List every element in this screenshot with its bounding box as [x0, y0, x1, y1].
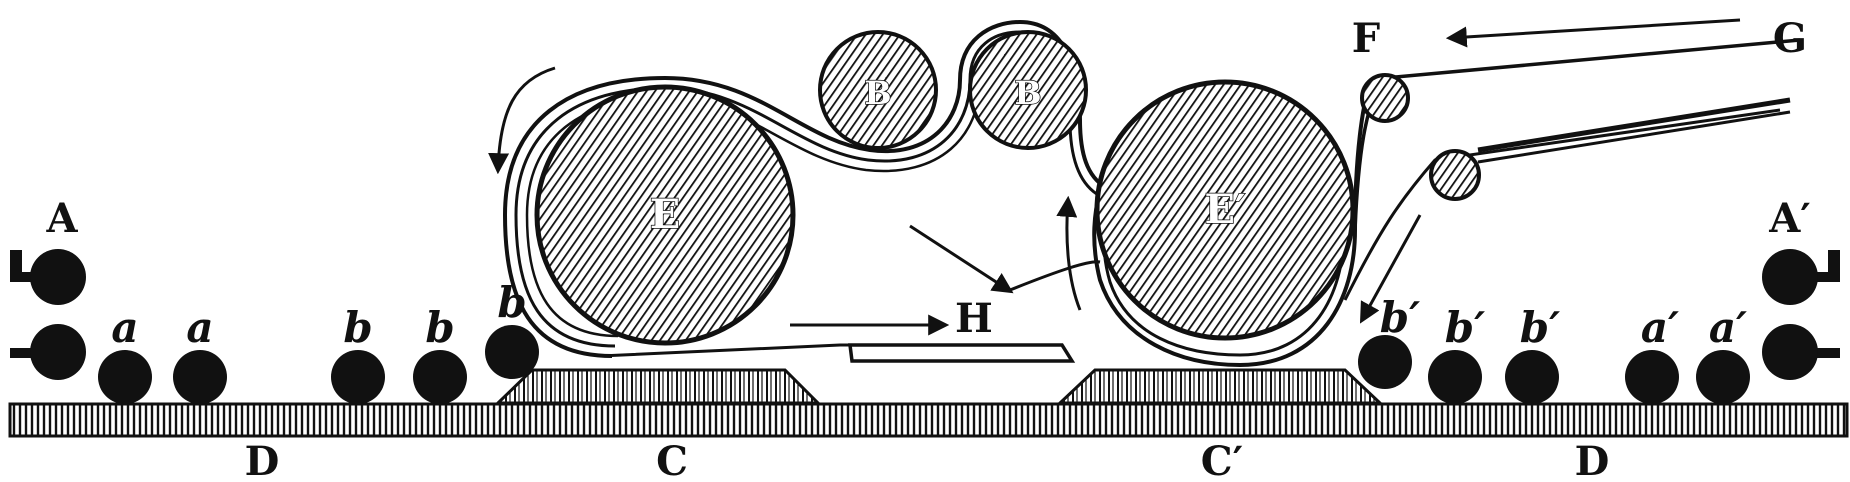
- arrow-up-right-roll: [1056, 195, 1082, 311]
- label-a-prime-small-1: a′: [1641, 303, 1679, 352]
- label-e: E: [650, 191, 681, 238]
- base-rail: [8, 402, 1849, 438]
- stand-a-prime: [1762, 249, 1840, 380]
- label-a-prime: A′: [1768, 195, 1811, 242]
- guide-plates: [1477, 97, 1791, 164]
- label-f: F: [1352, 15, 1380, 62]
- rollers-a-prime: [1625, 350, 1750, 404]
- label-d-left: D: [245, 438, 280, 482]
- arrow-up-right: [1009, 260, 1101, 292]
- label-a: A: [45, 195, 78, 242]
- roll-b-left: B: [818, 30, 938, 150]
- label-a-small-1: a: [111, 303, 138, 352]
- rollers-b: [331, 325, 539, 404]
- label-b-small-2: b: [425, 303, 454, 352]
- roll-e-prime: E′: [1094, 79, 1356, 341]
- arrow-left-roll: [488, 66, 556, 175]
- arrow-down-left: [1359, 214, 1422, 324]
- label-h: H: [955, 295, 993, 342]
- press-pad-c-prime: [1056, 368, 1384, 405]
- roll-e: E: [534, 84, 796, 346]
- label-b-small-3: b: [497, 278, 526, 327]
- label-b-roll-left: B: [864, 74, 891, 112]
- plate-h: [848, 343, 1076, 363]
- roller-f: [1360, 73, 1410, 123]
- rollers-b-prime: [1358, 335, 1559, 404]
- rollers-a: [98, 350, 227, 404]
- label-c: C: [656, 438, 688, 482]
- label-a-prime-small-2: a′: [1709, 303, 1747, 352]
- label-c-prime: C′: [1201, 438, 1243, 482]
- label-d-right: D: [1575, 438, 1610, 482]
- label-b-prime-2: b′: [1445, 303, 1485, 352]
- label-b-prime-1: b′: [1380, 293, 1420, 342]
- roller-small: [1429, 149, 1481, 201]
- label-b-small-1: b: [343, 303, 372, 352]
- label-a-small-2: a: [186, 303, 213, 352]
- stand-a: [10, 249, 86, 380]
- label-e-prime: E′: [1204, 186, 1245, 233]
- label-b-roll-right: B: [1014, 74, 1041, 112]
- label-b-prime-3: b′: [1520, 303, 1560, 352]
- press-pad-c: [494, 368, 822, 405]
- arrows: [488, 18, 1741, 336]
- arrow-g: [1445, 18, 1741, 48]
- roll-b-right: B: [968, 30, 1088, 150]
- arrow-diagonal: [909, 224, 1014, 294]
- label-g: G: [1773, 15, 1807, 62]
